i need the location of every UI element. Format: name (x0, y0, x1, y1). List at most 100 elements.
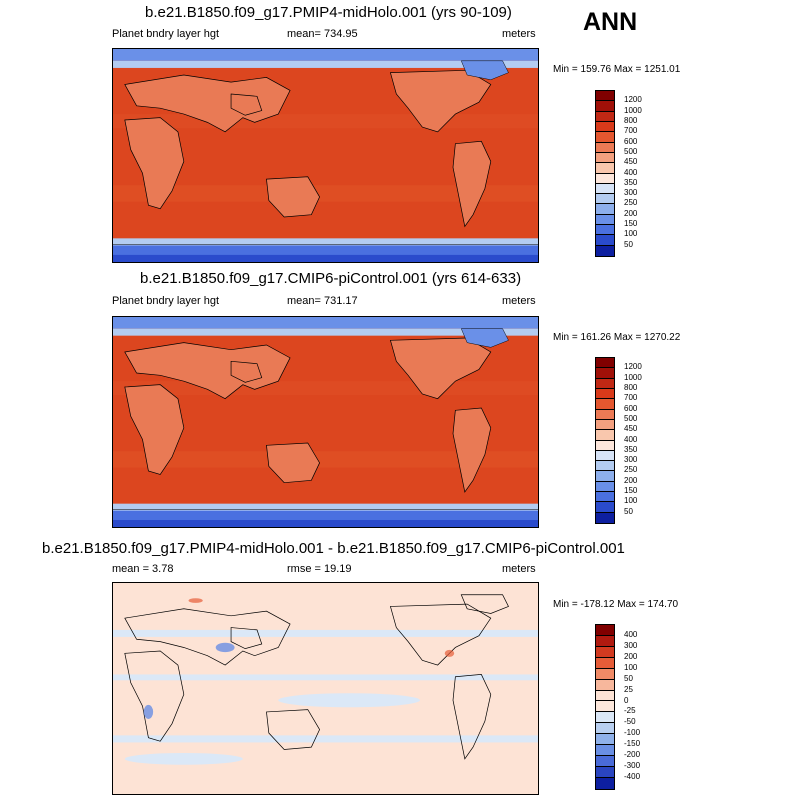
colorbar-box (596, 766, 614, 778)
colorbar-tick-label: 400 (624, 434, 638, 444)
colorbar-tick-label: 100 (624, 496, 638, 506)
colorbar-tick-label: 100 (624, 229, 638, 239)
colorbar-tick-label: 200 (624, 475, 638, 485)
colorbar-box (596, 668, 614, 680)
colorbar-tick-label: 700 (624, 126, 638, 136)
panel-1-colorbar (595, 90, 615, 257)
colorbar-tick-label: -150 (624, 739, 641, 749)
colorbar-box (596, 450, 614, 462)
colorbar-tick-label: 25 (624, 684, 633, 694)
colorbar-box (596, 712, 614, 724)
colorbar-box (596, 481, 614, 493)
panel-2-colorbar (595, 357, 615, 524)
panel-2-mean-label: mean= 731.17 (287, 295, 358, 307)
colorbar-box (596, 461, 614, 472)
colorbar-tick-label: 700 (624, 393, 638, 403)
panel-3-title: b.e21.B1850.f09_g17.PMIP4-midHolo.001 - … (42, 540, 625, 557)
colorbar-tick-label: 200 (624, 208, 638, 218)
colorbar-tick-label: 300 (624, 455, 638, 465)
colorbar-tick-label: -200 (624, 750, 641, 760)
colorbar-tick-label: 400 (624, 629, 638, 639)
colorbar-box (596, 440, 614, 451)
colorbar-box (596, 152, 614, 164)
colorbar-box (596, 723, 614, 735)
colorbar-box (596, 734, 614, 746)
colorbar-tick-label: 350 (624, 444, 638, 454)
colorbar-tick-label: -400 (624, 772, 641, 782)
season-label: ANN (583, 8, 638, 36)
colorbar-tick-label: 350 (624, 177, 638, 187)
colorbar-tick-label: 500 (624, 146, 638, 156)
panel-2-colorbar-boxes (596, 358, 614, 523)
colorbar-tick-label: 0 (624, 695, 629, 705)
panel-1-colorbar-boxes (596, 91, 614, 256)
colorbar-box (596, 777, 614, 789)
panel-2-variable-label: Planet bndry layer hgt (112, 295, 220, 307)
colorbar-box (596, 625, 614, 636)
panel-3-map-svg (113, 583, 538, 794)
colorbar-box (596, 399, 614, 410)
panel-1-map (112, 48, 539, 263)
colorbar-box (596, 419, 614, 431)
colorbar-box (596, 471, 614, 482)
colorbar-box (596, 101, 614, 112)
panel-3-colorbar (595, 624, 615, 790)
panel-2-title: b.e21.B1850.f09_g17.CMIP6-piControl.001 … (140, 270, 522, 287)
colorbar-box (596, 245, 614, 256)
colorbar-tick-label: -300 (624, 761, 641, 771)
panel-1-title: b.e21.B1850.f09_g17.PMIP4-midHolo.001 (y… (145, 4, 512, 21)
panel-3-range-label: Min = -178.12 Max = 174.70 (553, 599, 679, 610)
colorbar-box (596, 502, 614, 513)
panel-1-range-label: Min = 159.76 Max = 1251.01 (553, 64, 681, 75)
colorbar-tick-label: 450 (624, 424, 638, 434)
colorbar-box (596, 121, 614, 133)
colorbar-box (596, 358, 614, 369)
colorbar-box (596, 388, 614, 400)
colorbar-tick-label: 800 (624, 115, 638, 125)
colorbar-box (596, 512, 614, 523)
colorbar-box (596, 492, 614, 503)
colorbar-tick-label: 250 (624, 465, 638, 475)
colorbar-tick-label: 200 (624, 651, 638, 661)
colorbar-box (596, 378, 614, 389)
panel-2-map (112, 316, 539, 528)
colorbar-box (596, 657, 614, 669)
colorbar-box (596, 756, 614, 767)
colorbar-box (596, 430, 614, 441)
colorbar-box (596, 225, 614, 236)
colorbar-box (596, 91, 614, 102)
colorbar-tick-label: 250 (624, 198, 638, 208)
colorbar-box (596, 163, 614, 174)
colorbar-box (596, 701, 614, 713)
colorbar-box (596, 142, 614, 153)
colorbar-tick-label: 800 (624, 382, 638, 392)
panel-1-units-label: meters (502, 28, 536, 40)
colorbar-tick-label: 50 (624, 673, 633, 683)
panel-3-rmse-label: rmse = 19.19 (287, 563, 352, 575)
colorbar-box (596, 111, 614, 122)
colorbar-box (596, 173, 614, 184)
colorbar-tick-label: 1000 (624, 105, 642, 115)
colorbar-tick-label: 1200 (624, 95, 642, 105)
colorbar-tick-label: 600 (624, 136, 638, 146)
colorbar-box (596, 183, 614, 195)
colorbar-box (596, 204, 614, 215)
colorbar-box (596, 132, 614, 143)
panel-3-colorbar-boxes (596, 625, 614, 789)
colorbar-tick-label: -25 (624, 706, 636, 716)
colorbar-tick-label: 500 (624, 413, 638, 423)
colorbar-tick-label: 100 (624, 662, 638, 672)
colorbar-tick-label: 1200 (624, 362, 642, 372)
panel-2-range-label: Min = 161.26 Max = 1270.22 (553, 332, 681, 343)
colorbar-box (596, 235, 614, 246)
panel-3-mean-label: mean = 3.78 (112, 563, 174, 575)
panel-3-units-label: meters (502, 563, 536, 575)
panel-1-variable-label: Planet bndry layer hgt (112, 28, 220, 40)
colorbar-tick-label: 400 (624, 167, 638, 177)
colorbar-tick-label: 1000 (624, 372, 642, 382)
colorbar-tick-label: 50 (624, 239, 633, 249)
colorbar-box (596, 745, 614, 757)
colorbar-tick-label: 600 (624, 403, 638, 413)
panel-2-units-label: meters (502, 295, 536, 307)
colorbar-box (596, 679, 614, 691)
